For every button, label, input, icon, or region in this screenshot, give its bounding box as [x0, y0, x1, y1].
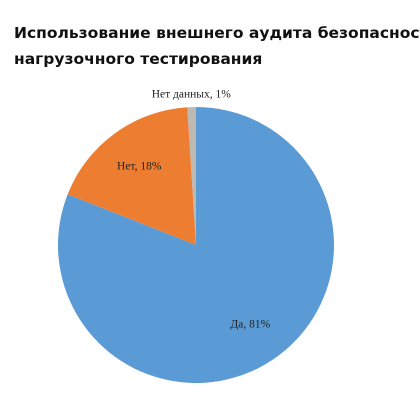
pie-slice [187, 107, 196, 245]
data-label: Нет, 18% [117, 160, 162, 172]
data-label: Нет данных, 1% [152, 89, 232, 101]
data-label: Да, 81% [230, 319, 270, 331]
pie-slice [67, 107, 196, 245]
chart-title: Использование внешнего аудита безопаснос… [14, 24, 420, 42]
chart-title: нагрузочного тестирования [14, 50, 262, 68]
